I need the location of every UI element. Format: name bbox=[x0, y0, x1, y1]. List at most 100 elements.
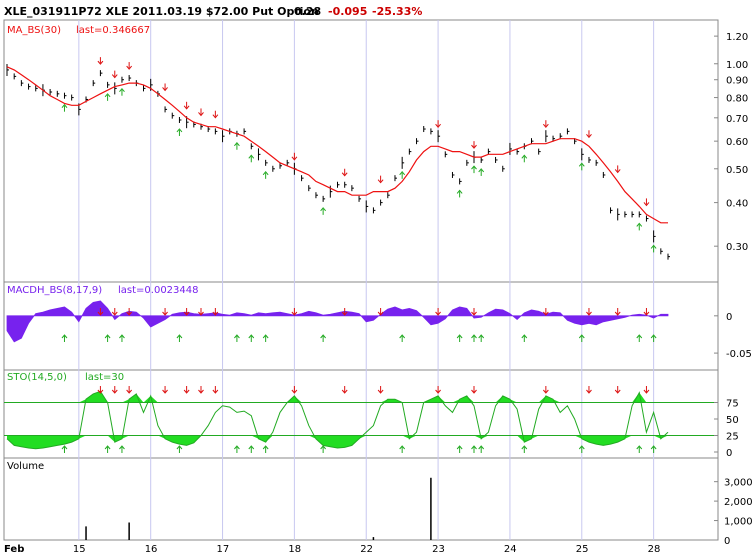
sto-buy-arrow bbox=[456, 445, 463, 453]
sto-buy-arrow bbox=[176, 445, 183, 453]
sto-buy-arrow bbox=[478, 445, 485, 453]
sto-buy-arrow bbox=[320, 445, 327, 453]
buy-signal-arrow bbox=[471, 165, 477, 174]
sell-signal-arrow bbox=[435, 120, 441, 128]
sell-signal-arrow bbox=[643, 198, 650, 207]
sto-buy-arrow bbox=[636, 445, 643, 453]
price-ytick-label: 0.80 bbox=[726, 94, 748, 105]
macd-buy-arrow bbox=[578, 334, 585, 342]
macd-buy-arrow bbox=[399, 334, 406, 342]
x-tick-label: 25 bbox=[576, 544, 589, 554]
sto-buy-arrow bbox=[119, 445, 125, 453]
macd-buy-arrow bbox=[234, 334, 240, 342]
x-tick-label: 17 bbox=[217, 544, 230, 554]
sto-sell-arrow bbox=[341, 386, 348, 394]
sto-sell-arrow bbox=[471, 386, 477, 394]
sto-buy-arrow bbox=[399, 445, 406, 453]
sell-signal-arrow bbox=[291, 152, 298, 161]
volume-ytick-label: 1,000 bbox=[724, 517, 753, 528]
buy-signal-arrow bbox=[234, 141, 240, 150]
price-ytick-label: 0.50 bbox=[726, 165, 748, 176]
sell-signal-arrow bbox=[198, 108, 204, 117]
buy-signal-arrow bbox=[456, 189, 463, 198]
sell-signal-arrow bbox=[614, 165, 621, 174]
sto-line bbox=[6, 390, 669, 450]
macd-sell-arrow bbox=[377, 308, 384, 316]
macd-buy-arrow bbox=[636, 334, 643, 342]
macd-buy-arrow bbox=[119, 334, 125, 342]
macd-buy-arrow bbox=[521, 334, 528, 342]
last-price: 0.28 bbox=[294, 5, 321, 18]
macd-buy-arrow bbox=[176, 334, 183, 342]
panel-frame-price bbox=[3, 19, 719, 283]
sto-buy-arrow bbox=[521, 445, 528, 453]
macd-buy-arrow bbox=[248, 334, 255, 342]
price-ytick-label: 1.00 bbox=[726, 60, 748, 71]
macd-histogram-area bbox=[6, 300, 669, 343]
buy-signal-arrow bbox=[176, 128, 183, 136]
buy-signal-arrow bbox=[248, 154, 255, 163]
price-ytick-label: 1.20 bbox=[726, 32, 748, 43]
sto-buy-arrow bbox=[262, 445, 269, 453]
macd-sell-arrow bbox=[212, 308, 219, 316]
sto-sell-arrow bbox=[183, 386, 190, 394]
macd-sell-arrow bbox=[471, 308, 477, 316]
price-ytick-label: 0.90 bbox=[726, 76, 748, 87]
sell-signal-arrow bbox=[212, 110, 219, 119]
sto-buy-arrow bbox=[61, 445, 68, 453]
sell-signal-arrow bbox=[97, 57, 104, 65]
sell-signal-arrow bbox=[542, 120, 549, 128]
sell-signal-arrow bbox=[586, 130, 592, 139]
macd-sell-arrow bbox=[111, 308, 118, 316]
macd-ytick-label: 0 bbox=[726, 312, 732, 323]
sell-signal-arrow bbox=[471, 141, 477, 149]
buy-signal-arrow bbox=[262, 171, 269, 179]
sto-sell-arrow bbox=[643, 386, 650, 394]
sto-buy-arrow bbox=[234, 445, 240, 453]
buy-signal-arrow bbox=[61, 103, 68, 112]
sell-signal-arrow bbox=[111, 70, 118, 79]
x-tick-label: Feb bbox=[4, 544, 24, 554]
x-tick-label: 18 bbox=[288, 544, 301, 554]
sell-signal-arrow bbox=[377, 175, 384, 184]
macd-sell-arrow bbox=[643, 308, 650, 316]
macd-buy-arrow bbox=[61, 334, 68, 342]
macd-sell-arrow bbox=[198, 308, 204, 316]
sto-ytick-label: 75 bbox=[726, 399, 739, 410]
sto-ytick-label: 25 bbox=[726, 432, 739, 443]
sto-sell-arrow bbox=[126, 386, 133, 394]
buy-signal-arrow bbox=[650, 244, 657, 253]
sto-buy-arrow bbox=[471, 445, 477, 453]
macd-sell-arrow bbox=[586, 308, 592, 316]
macd-buy-arrow bbox=[320, 334, 327, 342]
x-tick-label: 28 bbox=[648, 544, 661, 554]
macd-sell-arrow bbox=[435, 308, 441, 316]
sto-legend-last: last=30 bbox=[85, 372, 124, 383]
sto-sell-arrow bbox=[614, 386, 621, 394]
x-tick-label: 16 bbox=[145, 544, 158, 554]
volume-legend-title: Volume bbox=[7, 461, 44, 472]
x-tick-label: 23 bbox=[432, 544, 445, 554]
macd-buy-arrow bbox=[471, 334, 477, 342]
buy-signal-arrow bbox=[320, 207, 327, 215]
volume-ytick-label: 2,000 bbox=[724, 497, 753, 508]
price-ytick-label: 0.30 bbox=[726, 242, 748, 253]
macd-sell-arrow bbox=[162, 308, 168, 316]
panel-frames bbox=[3, 19, 719, 541]
macd-sell-arrow bbox=[183, 308, 190, 316]
price-ytick-label: 0.40 bbox=[726, 199, 748, 210]
price-change: -0.095 bbox=[328, 5, 367, 18]
macd-ytick-label: -0.05 bbox=[726, 349, 752, 360]
macd-buy-arrow bbox=[456, 334, 463, 342]
x-tick-label: 24 bbox=[504, 544, 517, 554]
sto-sell-arrow bbox=[212, 386, 219, 394]
sto-ytick-label: 0 bbox=[726, 448, 732, 459]
sto-legend-title: STO(14,5,0) bbox=[7, 372, 67, 383]
sto-sell-arrow bbox=[111, 386, 118, 394]
sto-sell-arrow bbox=[291, 386, 298, 394]
sto-sell-arrow bbox=[435, 386, 441, 394]
macd-sell-arrow bbox=[291, 308, 298, 316]
panel-frame-vol bbox=[3, 457, 719, 541]
macd-buy-arrow bbox=[104, 334, 111, 342]
ma-legend-title: MA_BS(30) bbox=[7, 25, 61, 36]
